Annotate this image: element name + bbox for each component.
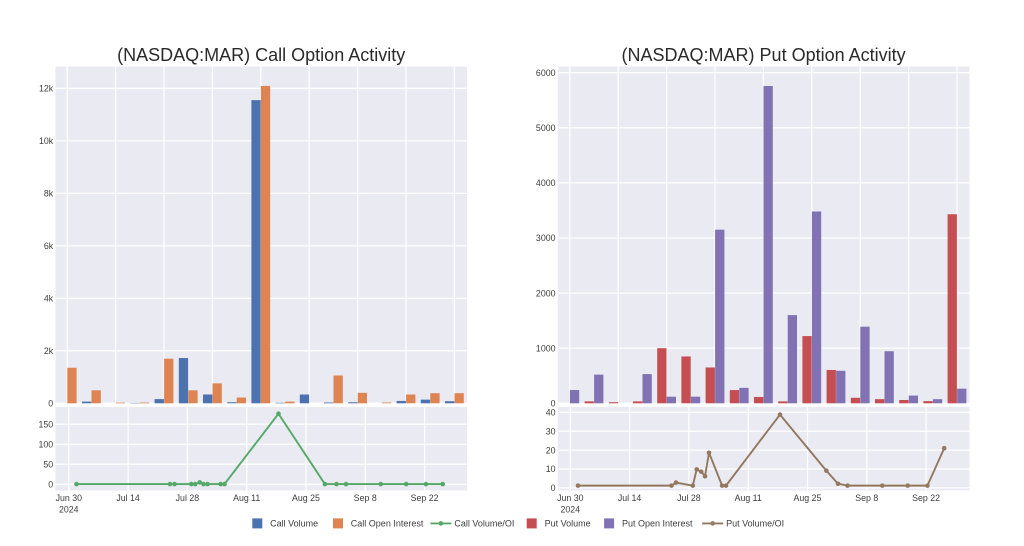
svg-text:Call Volume/OI: Call Volume/OI <box>454 519 514 529</box>
svg-text:Jul 28: Jul 28 <box>176 493 200 503</box>
svg-text:Aug 11: Aug 11 <box>735 493 762 503</box>
svg-text:5000: 5000 <box>536 123 556 133</box>
svg-text:10: 10 <box>546 464 556 474</box>
svg-text:Jul 28: Jul 28 <box>677 493 701 503</box>
svg-text:6k: 6k <box>44 241 54 251</box>
svg-text:30: 30 <box>546 426 556 436</box>
svg-text:0: 0 <box>551 483 556 493</box>
svg-text:Put Open Interest: Put Open Interest <box>622 519 693 529</box>
svg-text:4000: 4000 <box>536 178 556 188</box>
svg-text:(NASDAQ:MAR) Call Option Activ: (NASDAQ:MAR) Call Option Activity <box>117 45 405 65</box>
svg-text:Aug 25: Aug 25 <box>794 493 822 503</box>
svg-text:0: 0 <box>48 479 53 489</box>
svg-text:Sep 8: Sep 8 <box>855 493 878 503</box>
svg-text:Sep 22: Sep 22 <box>411 493 439 503</box>
svg-text:12k: 12k <box>39 84 54 94</box>
svg-text:Call Open Interest: Call Open Interest <box>351 519 424 529</box>
svg-text:Jul 14: Jul 14 <box>618 493 642 503</box>
svg-text:Jun 30: Jun 30 <box>557 493 584 503</box>
svg-text:Sep 22: Sep 22 <box>912 493 940 503</box>
svg-text:150: 150 <box>39 419 54 429</box>
svg-text:Aug 25: Aug 25 <box>292 493 320 503</box>
svg-text:Jun 30: Jun 30 <box>56 493 83 503</box>
svg-text:40: 40 <box>546 408 556 418</box>
svg-text:(NASDAQ:MAR) Put Option Activi: (NASDAQ:MAR) Put Option Activity <box>622 45 906 65</box>
svg-text:100: 100 <box>39 439 54 449</box>
svg-text:1000: 1000 <box>536 343 556 353</box>
svg-text:20: 20 <box>546 445 556 455</box>
svg-text:2000: 2000 <box>536 288 556 298</box>
svg-text:2024: 2024 <box>561 505 581 515</box>
svg-text:6000: 6000 <box>536 68 556 78</box>
svg-text:Aug 11: Aug 11 <box>233 493 260 503</box>
svg-text:50: 50 <box>43 459 53 469</box>
svg-text:3000: 3000 <box>536 233 556 243</box>
svg-text:Put Volume/OI: Put Volume/OI <box>726 519 784 529</box>
svg-text:2024: 2024 <box>59 505 79 515</box>
svg-text:Put Volume: Put Volume <box>545 519 591 529</box>
svg-text:10k: 10k <box>39 136 54 146</box>
svg-text:Call Volume: Call Volume <box>270 519 318 529</box>
svg-text:2k: 2k <box>44 346 54 356</box>
svg-text:0: 0 <box>48 399 53 409</box>
svg-text:Jul 14: Jul 14 <box>116 493 140 503</box>
svg-text:0: 0 <box>551 399 556 409</box>
svg-text:8k: 8k <box>44 189 54 199</box>
svg-text:4k: 4k <box>44 294 54 304</box>
svg-text:Sep 8: Sep 8 <box>354 493 377 503</box>
